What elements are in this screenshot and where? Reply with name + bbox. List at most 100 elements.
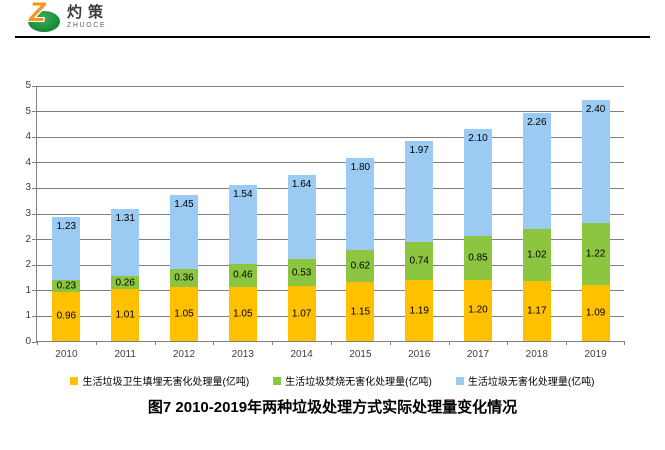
chart-legend: 生活垃圾卫生填埋无害化处理量(亿吨) 生活垃圾焚烧无害化处理量(亿吨) 生活垃圾无害… bbox=[0, 373, 665, 388]
x-axis-tick bbox=[213, 341, 215, 345]
bar-segment: 1.97 bbox=[405, 141, 434, 243]
bar-segment: 2.10 bbox=[464, 128, 492, 237]
header-divider bbox=[15, 36, 650, 38]
bar-data-label: 1.31 bbox=[115, 212, 135, 224]
y-axis-tick bbox=[32, 213, 37, 215]
bar-data-label: 1.07 bbox=[291, 308, 312, 320]
y-axis-tick-label: 3 bbox=[25, 208, 31, 219]
bar-data-label: 1.97 bbox=[409, 145, 429, 157]
bar-segment: 1.80 bbox=[346, 158, 375, 251]
bar-segment: 0.85 bbox=[464, 236, 492, 280]
bar-data-label: 0.62 bbox=[350, 260, 371, 272]
x-axis-category-label: 2015 bbox=[349, 349, 372, 360]
x-axis-tick bbox=[272, 341, 274, 345]
x-axis-category-label: 2010 bbox=[55, 349, 78, 360]
bar-segment: 1.20 bbox=[464, 279, 492, 341]
y-axis-tick-label: 4 bbox=[25, 156, 31, 168]
x-axis-category-label: 2017 bbox=[466, 349, 490, 360]
bar-segment: 2.40 bbox=[581, 99, 610, 223]
y-axis-tick bbox=[32, 136, 37, 138]
x-axis-category-label: 2016 bbox=[408, 349, 431, 360]
x-axis-tick bbox=[566, 341, 568, 345]
y-gridline bbox=[37, 290, 624, 292]
bar-segment: 0.26 bbox=[111, 276, 140, 290]
bar-data-label: 1.20 bbox=[468, 304, 488, 316]
legend-swatch-icon bbox=[455, 376, 464, 385]
y-gridline bbox=[37, 315, 624, 317]
x-axis-category-label: 2014 bbox=[290, 349, 313, 360]
legend-swatch-icon bbox=[273, 376, 282, 385]
y-axis-tick bbox=[32, 264, 37, 266]
bar-data-label: 1.64 bbox=[291, 179, 312, 191]
y-axis-tick bbox=[32, 341, 37, 343]
bar-segment: 1.05 bbox=[170, 287, 198, 341]
bar-segment: 1.45 bbox=[170, 194, 198, 269]
x-axis-tick bbox=[507, 341, 509, 345]
bar-segment: 1.07 bbox=[287, 286, 316, 341]
bar-segment: 0.46 bbox=[228, 263, 257, 288]
bar-segment: 1.64 bbox=[287, 175, 316, 260]
bar-data-label: 1.19 bbox=[409, 305, 429, 317]
x-axis-tick bbox=[95, 341, 97, 345]
y-gridline bbox=[37, 213, 624, 215]
legend-swatch-icon bbox=[70, 376, 79, 385]
x-axis-category-label: 2012 bbox=[172, 349, 196, 360]
logo-mark: Z bbox=[28, 0, 62, 33]
bar-segment: 1.09 bbox=[581, 285, 610, 341]
bar-segment: 1.05 bbox=[228, 287, 257, 341]
bar-data-label: 1.80 bbox=[350, 162, 371, 174]
bar-data-label: 1.02 bbox=[527, 249, 547, 261]
bar-data-label: 2.40 bbox=[585, 103, 606, 115]
legend-item: 生活垃圾卫生填埋无害化处理量(亿吨) bbox=[70, 373, 249, 388]
brand-logo: Z 灼策 ZHUOCE bbox=[28, 0, 110, 33]
bar-segment: 1.02 bbox=[522, 228, 551, 282]
bar-data-label: 0.23 bbox=[56, 280, 77, 292]
bar-data-label: 1.22 bbox=[585, 248, 606, 260]
bar-segment: 2.26 bbox=[522, 113, 551, 229]
bar-data-label: 0.36 bbox=[174, 272, 194, 284]
y-axis-tick-label: 0 bbox=[25, 336, 31, 347]
legend-item: 生活垃圾无害化处理量(亿吨) bbox=[455, 373, 595, 388]
legend-label: 生活垃圾焚烧无害化处理量(亿吨) bbox=[285, 377, 432, 388]
bar-data-label: 1.45 bbox=[174, 198, 194, 210]
logo-text: 灼策 ZHUOCE bbox=[67, 4, 110, 30]
bar-segment: 1.23 bbox=[52, 217, 81, 281]
brand-name-en: ZHUOCE bbox=[67, 21, 107, 29]
bar-data-label: 0.26 bbox=[115, 277, 135, 289]
bar-data-label: 2.10 bbox=[468, 132, 488, 144]
y-gridline bbox=[37, 85, 624, 87]
bar-segment: 0.36 bbox=[170, 268, 198, 288]
x-axis-tick bbox=[154, 341, 156, 345]
bar-segment: 0.96 bbox=[52, 291, 81, 341]
y-axis-tick bbox=[32, 85, 37, 87]
bar-data-label: 1.23 bbox=[56, 221, 77, 233]
y-gridline bbox=[37, 239, 624, 241]
y-axis-tick bbox=[32, 162, 37, 164]
logo-ellipse-icon bbox=[28, 11, 60, 32]
x-axis-category-label: 2018 bbox=[525, 349, 548, 360]
y-axis-tick-label: 1 bbox=[25, 310, 31, 322]
bar-data-label: 0.53 bbox=[291, 267, 312, 279]
legend-label: 生活垃圾无害化处理量(亿吨) bbox=[467, 377, 595, 388]
bar-data-label: 1.54 bbox=[233, 188, 253, 200]
x-axis-tick bbox=[624, 341, 625, 345]
bar-data-label: 1.05 bbox=[174, 308, 194, 320]
y-axis-tick bbox=[32, 111, 37, 113]
y-axis-tick bbox=[32, 187, 37, 189]
brand-name-cn: 灼策 bbox=[67, 4, 110, 21]
x-axis-tick bbox=[389, 341, 391, 345]
y-axis-tick bbox=[32, 315, 37, 317]
y-gridline bbox=[37, 136, 624, 138]
bar-data-label: 1.05 bbox=[233, 308, 253, 320]
bar-data-label: 1.01 bbox=[115, 309, 135, 321]
legend-item: 生活垃圾焚烧无害化处理量(亿吨) bbox=[273, 373, 432, 388]
x-axis-category-label: 2011 bbox=[114, 349, 136, 360]
y-gridline bbox=[37, 187, 624, 189]
bar-segment: 0.74 bbox=[405, 242, 434, 281]
y-gridline bbox=[37, 264, 624, 266]
y-gridline bbox=[37, 111, 624, 113]
bar-segment: 1.15 bbox=[346, 282, 375, 341]
bar-data-label: 0.74 bbox=[409, 255, 429, 267]
legend-label: 生活垃圾卫生填埋无害化处理量(亿吨) bbox=[82, 377, 250, 388]
bar-data-label: 0.85 bbox=[468, 252, 488, 264]
